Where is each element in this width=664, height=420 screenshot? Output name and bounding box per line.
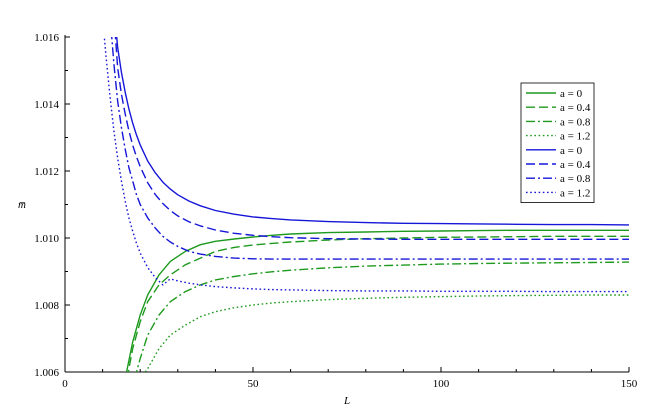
series-line-blue-4 (115, 37, 629, 226)
y-tick-label: 1.012 (34, 166, 59, 178)
series-line-green-3 (144, 294, 629, 372)
legend: a = 0 a = 0.4 a = 0.8 a = 1.2 a = 0 a = 0.4 a … (520, 82, 595, 203)
y-tick-label: 1.010 (34, 233, 59, 245)
y-axis-label: m̅ (18, 199, 26, 211)
series-layer (103, 37, 629, 372)
legend-label: a = 1.2 (560, 187, 590, 199)
y-tick-label: 1.006 (34, 367, 59, 379)
legend-label: a = 0.8 (560, 116, 591, 128)
x-tick-label: 0 (62, 378, 68, 390)
x-tick-label: 150 (621, 378, 638, 390)
legend-label: a = 0 (560, 88, 583, 100)
axes: 0 50 100 150 1.006 1.008 1.010 1.012 1.014 1.016 L… (18, 32, 638, 407)
y-tick-label: 1.014 (34, 99, 59, 111)
legend-label: a = 0 (560, 145, 583, 157)
legend-label: a = 0.4 (560, 102, 591, 114)
series-line-green-1 (127, 235, 629, 372)
y-tick-label: 1.016 (34, 32, 59, 44)
legend-label: a = 0.8 (560, 173, 591, 185)
x-tick-label: 100 (433, 378, 450, 390)
legend-box (520, 82, 595, 203)
legend-label: a = 0.4 (560, 159, 591, 171)
series-line-blue-5 (114, 37, 629, 240)
legend-label: a = 1.2 (560, 131, 590, 143)
series-line-blue-6 (111, 37, 629, 260)
y-tick-label: 1.008 (34, 300, 59, 312)
x-tick-label: 50 (248, 378, 260, 390)
series-line-green-2 (135, 261, 629, 372)
series-line-green-0 (125, 229, 629, 372)
x-axis-label: L (343, 395, 350, 407)
